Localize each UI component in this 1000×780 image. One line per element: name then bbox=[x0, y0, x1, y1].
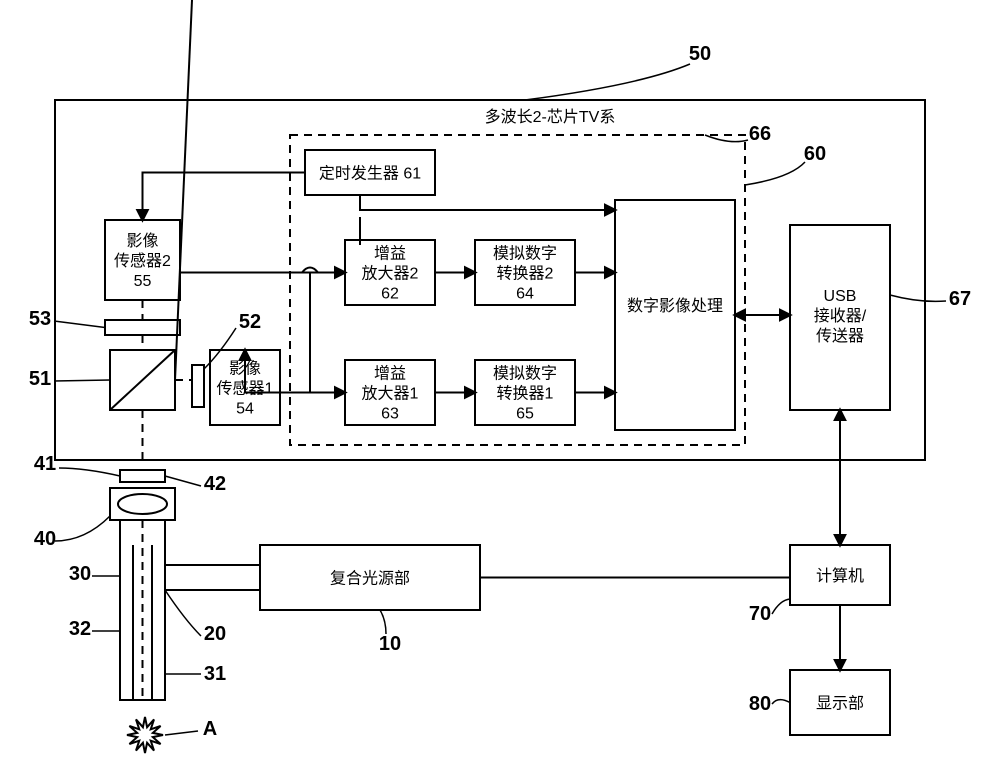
ref-80: 80 bbox=[749, 693, 771, 715]
ref-52: 52 bbox=[239, 311, 261, 333]
svg-text:64: 64 bbox=[516, 286, 534, 303]
block-diagram: 多波长2-芯片TV系定时发生器 61影像传感器255影像传感器154增益放大器2… bbox=[0, 0, 1000, 780]
svg-text:放大器1: 放大器1 bbox=[362, 385, 419, 403]
svg-text:传感器2: 传感器2 bbox=[114, 252, 171, 270]
svg-text:计算机: 计算机 bbox=[816, 566, 864, 585]
ref-10: 10 bbox=[379, 633, 401, 655]
svg-text:传送器: 传送器 bbox=[816, 327, 864, 345]
ref-A: A bbox=[203, 718, 217, 740]
ref-50: 50 bbox=[689, 43, 711, 65]
svg-text:55: 55 bbox=[134, 273, 152, 290]
element-42 bbox=[120, 470, 165, 482]
svg-text:复合光源部: 复合光源部 bbox=[330, 570, 410, 588]
ref-60: 60 bbox=[804, 143, 826, 165]
svg-text:54: 54 bbox=[236, 401, 254, 418]
ref-42: 42 bbox=[204, 473, 226, 495]
ref-53: 53 bbox=[29, 308, 51, 330]
svg-text:转换器2: 转换器2 bbox=[497, 265, 554, 283]
ref-70: 70 bbox=[749, 603, 771, 625]
ref-51: 51 bbox=[29, 368, 51, 390]
svg-text:63: 63 bbox=[381, 406, 399, 423]
ref-31: 31 bbox=[204, 663, 226, 685]
lens-icon bbox=[118, 494, 167, 514]
svg-text:62: 62 bbox=[381, 286, 399, 303]
svg-text:接收器/: 接收器/ bbox=[814, 307, 867, 325]
filter-52 bbox=[192, 365, 204, 407]
svg-text:显示部: 显示部 bbox=[816, 695, 864, 713]
ref-32: 32 bbox=[69, 618, 91, 640]
digital-image-processing bbox=[615, 200, 735, 430]
svg-text:多波长2-芯片TV系: 多波长2-芯片TV系 bbox=[485, 108, 616, 126]
svg-text:增益: 增益 bbox=[374, 245, 406, 263]
ref-67: 67 bbox=[949, 288, 971, 310]
target-burst-icon bbox=[127, 717, 163, 753]
svg-text:模拟数字: 模拟数字 bbox=[493, 365, 557, 383]
ref-66: 66 bbox=[749, 123, 771, 145]
svg-text:转换器1: 转换器1 bbox=[497, 385, 554, 403]
svg-text:影像: 影像 bbox=[126, 232, 158, 250]
svg-text:65: 65 bbox=[516, 406, 534, 423]
svg-text:USB: USB bbox=[824, 288, 857, 305]
svg-text:放大器2: 放大器2 bbox=[362, 265, 419, 283]
filter-53 bbox=[105, 320, 180, 335]
ref-20: 20 bbox=[204, 623, 226, 645]
ref-40: 40 bbox=[34, 528, 56, 550]
svg-text:增益: 增益 bbox=[374, 365, 406, 383]
svg-text:数字影像处理: 数字影像处理 bbox=[627, 297, 723, 315]
svg-text:定时发生器 61: 定时发生器 61 bbox=[319, 165, 421, 183]
lens-housing bbox=[110, 488, 175, 520]
ref-30: 30 bbox=[69, 563, 91, 585]
ref-41: 41 bbox=[34, 453, 56, 475]
svg-text:模拟数字: 模拟数字 bbox=[493, 245, 557, 263]
